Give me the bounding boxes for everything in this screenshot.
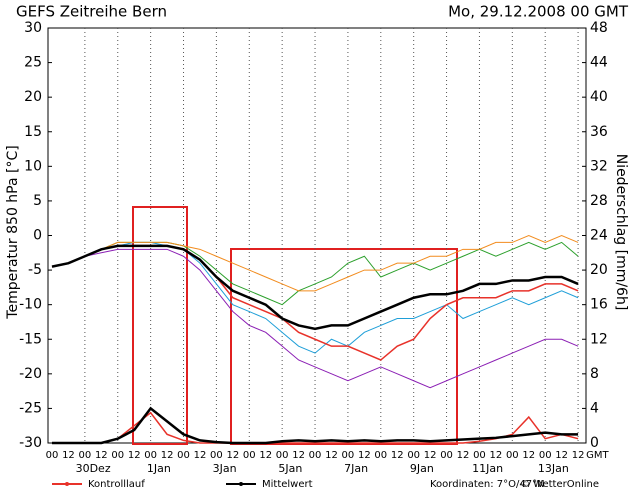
date-label: 5Jan bbox=[278, 462, 302, 475]
y-tick-label: -20 bbox=[19, 366, 42, 382]
x-tick-label: 12 bbox=[424, 450, 437, 461]
date-label: 13Jan bbox=[538, 462, 569, 475]
x-tick-label: 12 bbox=[62, 450, 75, 461]
x-tick-label: 00 bbox=[440, 450, 453, 461]
y2-tick-label: 40 bbox=[590, 89, 608, 105]
member-line bbox=[51, 241, 579, 306]
x-tick-label: 00 bbox=[374, 450, 387, 461]
date-label: 9Jan bbox=[410, 462, 434, 475]
x-tick-label: 00 bbox=[46, 450, 59, 461]
y-tick-label: 20 bbox=[24, 89, 42, 105]
x-tick-label: 00 bbox=[309, 450, 322, 461]
x-tick-label: 00 bbox=[210, 450, 223, 461]
date-label: 11Jan bbox=[472, 462, 503, 475]
chart-title: GEFS Zeitreihe Bern bbox=[16, 3, 167, 21]
series-line bbox=[51, 244, 579, 331]
plot-frame bbox=[47, 27, 587, 444]
y2-tick-label: 8 bbox=[590, 366, 599, 382]
x-tick-label: 12 bbox=[358, 450, 371, 461]
x-tick-label: 00 bbox=[111, 450, 124, 461]
legend-swatch bbox=[239, 482, 243, 486]
y-tick-label: 0 bbox=[33, 228, 42, 244]
legend-label: Mittelwert bbox=[262, 479, 313, 490]
x-tick-label: 12 bbox=[226, 450, 239, 461]
y-axis-label: Temperatur 850 hPa [°C] bbox=[5, 145, 21, 319]
x-tick-label: 12 bbox=[490, 450, 503, 461]
y2-tick-label: 32 bbox=[590, 158, 608, 174]
x-tick-label: 12 bbox=[572, 450, 585, 461]
y-tick-label: -10 bbox=[19, 297, 42, 313]
x-tick-label: 12 bbox=[128, 450, 141, 461]
y2-tick-label: 36 bbox=[590, 124, 608, 140]
y-tick-label: 30 bbox=[24, 20, 42, 36]
highlight-box bbox=[230, 248, 458, 445]
precip-line bbox=[52, 406, 579, 445]
x-tick-label: 00 bbox=[539, 450, 552, 461]
chart-subtitle: Mo, 29.12.2008 00 GMT bbox=[448, 3, 629, 21]
x-tick-label: 12 bbox=[95, 450, 108, 461]
x-tick-label: 00 bbox=[144, 450, 157, 461]
x-tick-label: 12 bbox=[259, 450, 272, 461]
y2-tick-label: 4 bbox=[590, 400, 599, 416]
x-tick-label: 00 bbox=[276, 450, 289, 461]
x-tick-label: 12 bbox=[555, 450, 568, 461]
x-tick-label: 00 bbox=[79, 450, 92, 461]
y-tick-label: -15 bbox=[19, 331, 42, 347]
y2-tick-label: 48 bbox=[590, 20, 608, 36]
credit: © WetterOnline bbox=[520, 479, 599, 490]
x-tick-label: 12 bbox=[522, 450, 535, 461]
highlight-box bbox=[132, 206, 188, 445]
x-tick-label: 00 bbox=[342, 450, 355, 461]
coordinates: Koordinaten: 7°O/47°N bbox=[430, 479, 545, 490]
y2-tick-label: 16 bbox=[590, 297, 608, 313]
y2-tick-label: 0 bbox=[590, 435, 599, 451]
y2-axis-label: Niederschlag [mm/6h] bbox=[613, 154, 629, 311]
y2-tick-label: 24 bbox=[590, 228, 608, 244]
y-tick-label: -30 bbox=[19, 435, 42, 451]
x-tick-label: 00 bbox=[177, 450, 190, 461]
y2-tick-label: 20 bbox=[590, 262, 608, 278]
y-tick-label: 5 bbox=[33, 193, 42, 209]
y-tick-label: -25 bbox=[19, 400, 42, 416]
date-label: 3Jan bbox=[213, 462, 237, 475]
y-tick-label: 25 bbox=[24, 55, 42, 71]
member-line bbox=[51, 234, 579, 292]
x-unit-label: GMT bbox=[586, 450, 609, 461]
y2-tick-label: 12 bbox=[590, 331, 608, 347]
legend-label: Kontrolllauf bbox=[88, 479, 145, 490]
x-tick-label: 12 bbox=[391, 450, 404, 461]
x-tick-label: 00 bbox=[473, 450, 486, 461]
x-tick-label: 12 bbox=[457, 450, 470, 461]
date-label: 7Jan bbox=[344, 462, 368, 475]
x-tick-label: 00 bbox=[506, 450, 519, 461]
y-tick-label: -5 bbox=[28, 262, 42, 278]
y-tick-label: 15 bbox=[24, 124, 42, 140]
date-label: 1Jan bbox=[147, 462, 171, 475]
x-tick-label: 00 bbox=[243, 450, 256, 461]
y2-tick-label: 44 bbox=[590, 55, 608, 71]
x-tick-label: 12 bbox=[161, 450, 174, 461]
x-tick-label: 12 bbox=[292, 450, 305, 461]
member-line bbox=[51, 248, 579, 389]
y-tick-label: 10 bbox=[24, 158, 42, 174]
legend-swatch bbox=[65, 482, 69, 486]
x-tick-label: 00 bbox=[407, 450, 420, 461]
date-label: 30Dez bbox=[76, 462, 111, 475]
y2-tick-label: 28 bbox=[590, 193, 608, 209]
x-tick-label: 12 bbox=[325, 450, 338, 461]
x-tick-label: 12 bbox=[194, 450, 207, 461]
